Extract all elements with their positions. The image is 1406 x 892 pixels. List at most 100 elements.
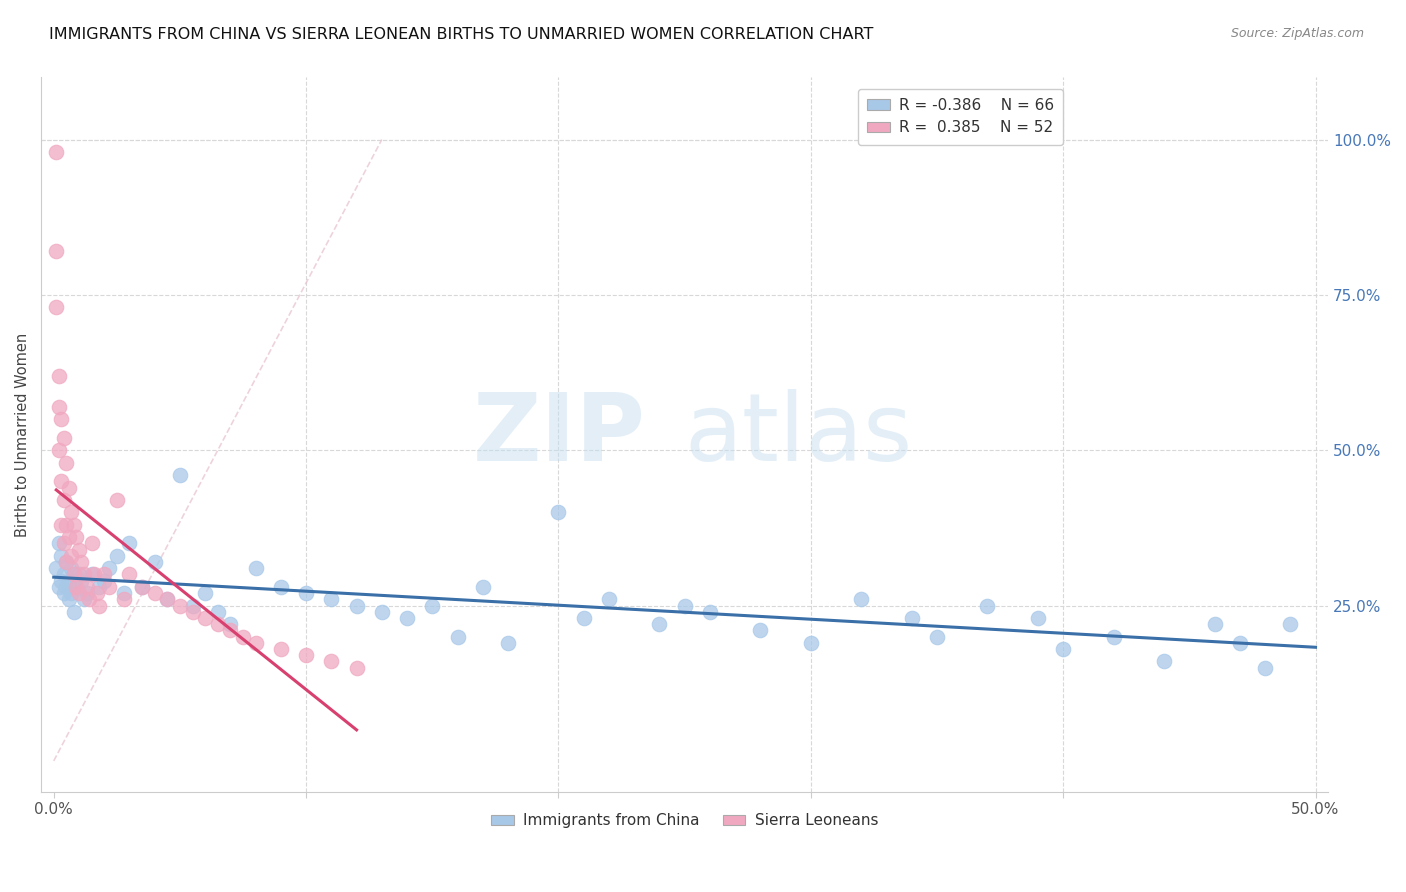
Point — [181, 605, 204, 619]
Point — [112, 592, 135, 607]
Point — [925, 630, 948, 644]
Point — [93, 574, 115, 588]
Point — [93, 567, 115, 582]
Point — [60, 549, 83, 563]
Point — [51, 475, 73, 489]
Point — [58, 592, 80, 607]
Point — [76, 586, 98, 600]
Point — [673, 599, 696, 613]
Point — [65, 580, 87, 594]
Point — [156, 592, 179, 607]
Point — [245, 636, 267, 650]
Point — [51, 412, 73, 426]
Point — [572, 611, 595, 625]
Point — [45, 561, 67, 575]
Point — [67, 542, 90, 557]
Point — [598, 592, 620, 607]
Point — [45, 145, 67, 159]
Point — [270, 580, 292, 594]
Point — [70, 555, 93, 569]
Point — [67, 567, 90, 582]
Point — [80, 536, 103, 550]
Point — [55, 580, 77, 594]
Point — [131, 580, 153, 594]
Point — [395, 611, 418, 625]
Point — [1254, 661, 1277, 675]
Point — [63, 567, 86, 582]
Point — [73, 592, 96, 607]
Point — [55, 456, 77, 470]
Point — [52, 536, 75, 550]
Legend: Immigrants from China, Sierra Leoneans: Immigrants from China, Sierra Leoneans — [485, 807, 884, 834]
Point — [648, 617, 671, 632]
Point — [371, 605, 394, 619]
Point — [52, 431, 75, 445]
Point — [169, 468, 191, 483]
Point — [63, 517, 86, 532]
Point — [63, 567, 86, 582]
Point — [900, 611, 922, 625]
Point — [295, 586, 318, 600]
Point — [699, 605, 721, 619]
Point — [420, 599, 443, 613]
Y-axis label: Births to Unmarried Women: Births to Unmarried Women — [15, 333, 30, 537]
Point — [1052, 642, 1074, 657]
Point — [52, 586, 75, 600]
Point — [48, 536, 70, 550]
Point — [749, 624, 772, 638]
Point — [1102, 630, 1125, 644]
Point — [295, 648, 318, 663]
Point — [800, 636, 823, 650]
Point — [105, 549, 128, 563]
Point — [58, 574, 80, 588]
Point — [156, 592, 179, 607]
Point — [45, 244, 67, 259]
Point — [118, 567, 141, 582]
Point — [346, 661, 368, 675]
Point — [58, 481, 80, 495]
Point — [321, 592, 343, 607]
Point — [245, 561, 267, 575]
Point — [76, 580, 98, 594]
Point — [1153, 655, 1175, 669]
Point — [48, 443, 70, 458]
Point — [83, 567, 105, 582]
Point — [1279, 617, 1302, 632]
Point — [194, 611, 217, 625]
Point — [851, 592, 873, 607]
Point — [547, 505, 569, 519]
Point — [65, 530, 87, 544]
Point — [1204, 617, 1226, 632]
Point — [219, 624, 242, 638]
Point — [48, 580, 70, 594]
Point — [51, 517, 73, 532]
Point — [58, 530, 80, 544]
Point — [131, 580, 153, 594]
Text: atlas: atlas — [685, 389, 912, 481]
Point — [51, 549, 73, 563]
Point — [1026, 611, 1049, 625]
Point — [194, 586, 217, 600]
Point — [112, 586, 135, 600]
Point — [496, 636, 519, 650]
Point — [80, 567, 103, 582]
Point — [55, 555, 77, 569]
Point — [219, 617, 242, 632]
Point — [55, 517, 77, 532]
Point — [976, 599, 998, 613]
Text: Source: ZipAtlas.com: Source: ZipAtlas.com — [1230, 27, 1364, 40]
Point — [89, 580, 111, 594]
Text: IMMIGRANTS FROM CHINA VS SIERRA LEONEAN BIRTHS TO UNMARRIED WOMEN CORRELATION CH: IMMIGRANTS FROM CHINA VS SIERRA LEONEAN … — [49, 27, 873, 42]
Point — [346, 599, 368, 613]
Point — [321, 655, 343, 669]
Point — [45, 301, 67, 315]
Point — [169, 599, 191, 613]
Point — [60, 561, 83, 575]
Point — [48, 368, 70, 383]
Point — [181, 599, 204, 613]
Point — [86, 586, 108, 600]
Point — [232, 630, 254, 644]
Point — [1229, 636, 1251, 650]
Text: ZIP: ZIP — [474, 389, 645, 481]
Point — [118, 536, 141, 550]
